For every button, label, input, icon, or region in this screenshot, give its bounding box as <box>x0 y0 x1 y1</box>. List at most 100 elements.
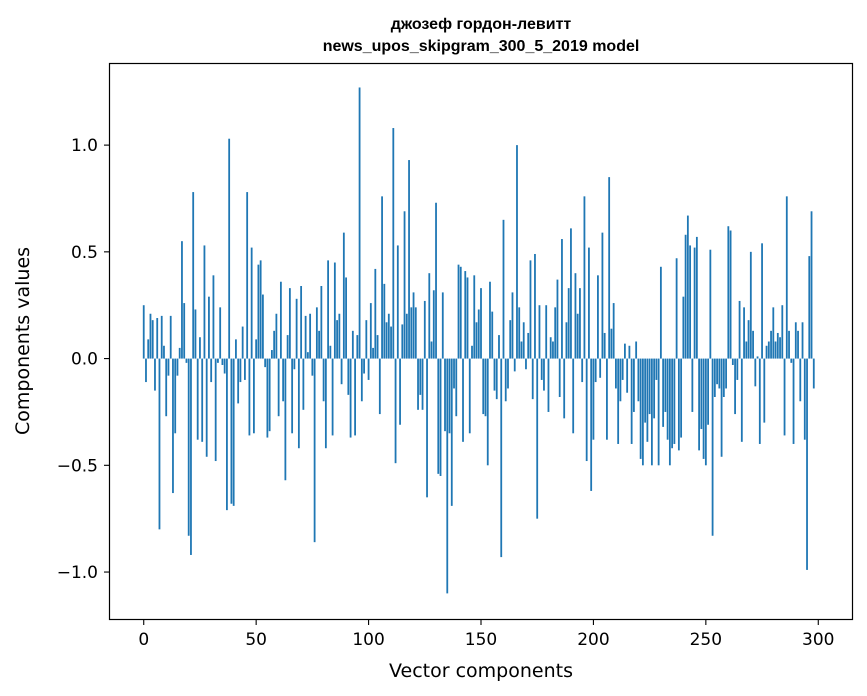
bar-297 <box>810 211 813 359</box>
bar-141 <box>459 266 462 359</box>
bar-199 <box>590 358 593 491</box>
bar-29 <box>208 296 210 359</box>
bar-201 <box>594 358 597 383</box>
bar-107 <box>383 283 386 359</box>
bar-236 <box>673 358 676 444</box>
bar-214 <box>624 343 626 359</box>
bar-293 <box>801 322 804 359</box>
bar-240 <box>682 296 685 359</box>
bar-273 <box>756 356 759 359</box>
bar-106 <box>381 196 383 359</box>
bar-218 <box>633 358 635 412</box>
bar-159 <box>500 358 503 558</box>
bar-153 <box>486 358 489 466</box>
bar-57 <box>270 350 273 359</box>
bar-289 <box>792 358 795 444</box>
bar-112 <box>394 358 397 464</box>
bar-274 <box>758 358 761 444</box>
bar-250 <box>704 358 707 466</box>
bar-37 <box>226 358 228 511</box>
bar-73 <box>306 352 309 359</box>
bar-56 <box>268 358 271 432</box>
bar-50 <box>255 339 258 359</box>
bar-226 <box>650 358 653 466</box>
bar-51 <box>257 264 260 359</box>
bar-266 <box>740 358 743 442</box>
y-axis-label: Components values <box>12 247 34 435</box>
bar-99 <box>365 320 368 359</box>
bar-14 <box>174 358 177 434</box>
bar-121 <box>414 307 417 359</box>
bar-16 <box>178 347 181 359</box>
x-tick-label: 50 <box>245 630 267 650</box>
bar-140 <box>457 264 460 359</box>
bar-123 <box>419 358 422 395</box>
bar-149 <box>477 309 480 359</box>
bar-0 <box>142 305 145 359</box>
bar-194 <box>579 288 581 359</box>
bar-170 <box>525 358 527 370</box>
bar-137 <box>450 358 453 506</box>
bar-92 <box>349 358 352 438</box>
bar-206 <box>606 358 608 440</box>
bar-59 <box>275 313 278 359</box>
bar-193 <box>576 313 579 359</box>
bar-176 <box>538 305 541 359</box>
bar-160 <box>502 219 505 359</box>
bar-221 <box>639 358 642 459</box>
bar-227 <box>653 358 656 419</box>
y-tick-label: 0.0 <box>71 350 98 370</box>
bar-252 <box>709 249 712 359</box>
bar-3 <box>149 313 152 359</box>
bar-267 <box>743 307 745 359</box>
bar-72 <box>304 315 307 359</box>
bar-65 <box>288 288 291 359</box>
bar-120 <box>412 292 415 359</box>
bar-208 <box>610 328 613 359</box>
y-axis-ticks: −1.0 −0.5 0.0 0.5 1.0 <box>57 136 110 583</box>
bar-275 <box>761 243 763 359</box>
bar-127 <box>428 273 431 359</box>
bar-76 <box>313 358 316 543</box>
bar-25 <box>199 337 201 359</box>
bar-184 <box>556 279 559 359</box>
bar-84 <box>331 358 334 436</box>
bar-200 <box>592 358 595 440</box>
bar-53 <box>262 294 264 359</box>
bar-232 <box>664 358 667 412</box>
bar-23 <box>194 309 197 359</box>
bar-272 <box>754 358 757 387</box>
bar-146 <box>471 345 473 359</box>
bar-182 <box>552 341 554 359</box>
bar-94 <box>354 358 356 436</box>
bar-233 <box>666 358 669 440</box>
bar-93 <box>351 330 354 359</box>
bar-145 <box>468 358 471 434</box>
bar-287 <box>788 330 790 359</box>
bar-280 <box>772 307 775 359</box>
bar-264 <box>736 358 739 380</box>
bar-285 <box>783 358 786 436</box>
bar-286 <box>785 196 788 359</box>
bar-180 <box>547 358 550 412</box>
bar-2 <box>147 339 150 359</box>
bar-97 <box>360 358 363 402</box>
bar-38 <box>228 138 231 359</box>
bar-262 <box>731 358 734 365</box>
bar-155 <box>491 311 494 359</box>
bar-260 <box>727 226 730 359</box>
bar-12 <box>169 315 172 359</box>
bar-151 <box>482 358 485 415</box>
bar-43 <box>239 358 242 383</box>
bar-242 <box>686 215 689 359</box>
bar-156 <box>493 358 496 391</box>
bar-124 <box>421 358 424 410</box>
bar-126 <box>426 358 428 498</box>
chart-title-line2: news_upos_skipgram_300_5_2019 model <box>323 38 640 55</box>
bar-225 <box>648 358 651 415</box>
bar-83 <box>329 345 332 359</box>
bar-9 <box>163 345 165 359</box>
x-tick-label: 0 <box>138 630 149 650</box>
bar-26 <box>201 358 204 442</box>
